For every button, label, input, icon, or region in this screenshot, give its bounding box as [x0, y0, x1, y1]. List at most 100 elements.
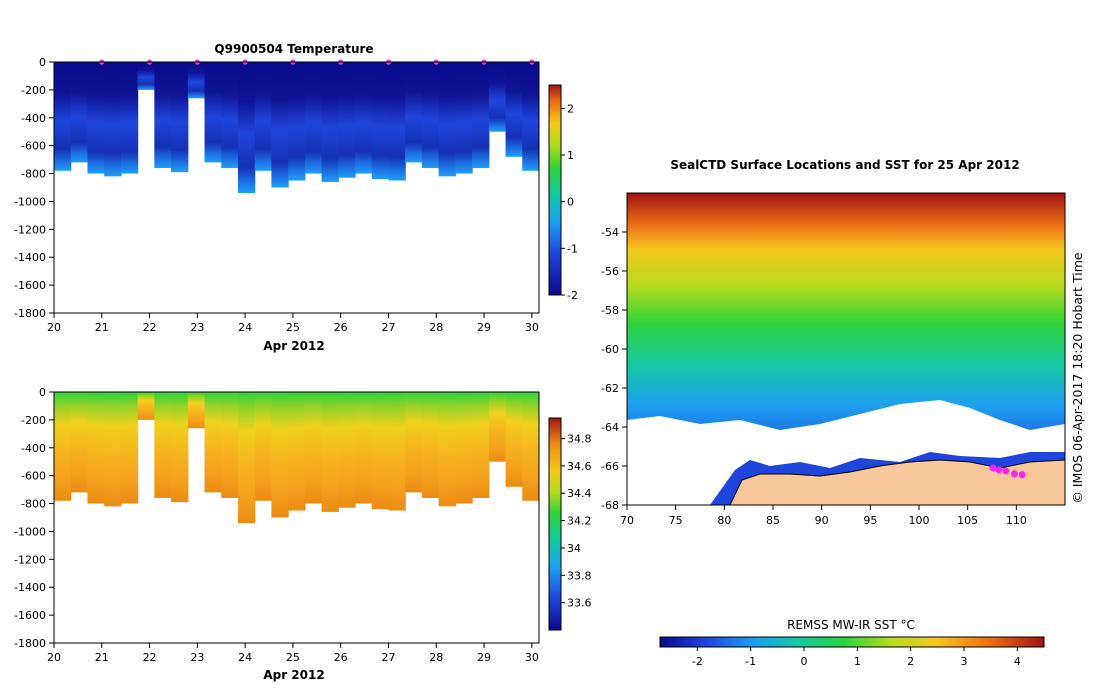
y-tick-label: -1200	[14, 553, 46, 566]
profile-column	[104, 392, 122, 507]
y-tick-label: -1800	[14, 637, 46, 650]
profile-column	[522, 392, 539, 501]
y-axis: 0 -200 -400 -600 -800 -1000 -1200 -1400 -1600 -18…	[14, 386, 54, 650]
longitude-axis: 70 75 80 85 90 95 100 105 110	[620, 505, 1027, 527]
colorbar-tick-label: 34	[567, 542, 581, 555]
x-tick-label: 28	[429, 651, 443, 664]
sst-map-chart: SealCTD Surface Locations and SST for 25…	[601, 158, 1085, 668]
profile-column	[87, 392, 105, 504]
profile-column	[472, 62, 490, 168]
lat-tick-label: -56	[601, 265, 619, 278]
profile-column	[288, 392, 306, 511]
lon-tick-label: 105	[957, 514, 978, 527]
profile-column	[338, 392, 356, 508]
seal-location	[995, 466, 1003, 474]
sst-field	[627, 193, 1065, 505]
lat-tick-label: -60	[601, 343, 619, 356]
colorbar-tick-label: 0	[567, 196, 574, 209]
x-tick-label: 25	[286, 321, 300, 334]
lat-tick-label: -64	[601, 421, 619, 434]
lon-tick-label: 80	[717, 514, 731, 527]
profile-column	[522, 62, 539, 171]
y-tick-label: 0	[39, 56, 46, 69]
x-tick-label: 20	[47, 321, 61, 334]
y-tick-label: -400	[21, 112, 46, 125]
y-axis: 0 -200 -400 -600 -800 -1000 -1200 -1400 -1600 -18…	[14, 56, 54, 320]
profile-column	[221, 62, 239, 168]
y-tick-label: -1600	[14, 279, 46, 292]
profile-column	[488, 392, 507, 462]
x-tick-label: 21	[95, 321, 109, 334]
x-tick-label: 27	[381, 651, 395, 664]
profile-column	[237, 62, 256, 194]
y-tick-label: -1400	[14, 251, 46, 264]
temperature-section-chart: Q9900504 Temperature 0 -200 -400 -600 -800 -1…	[14, 42, 578, 353]
profile-column	[204, 392, 222, 493]
y-tick-label: -1000	[14, 195, 46, 208]
y-tick-label: -600	[21, 140, 46, 153]
x-tick-label: 21	[95, 651, 109, 664]
profile-column	[254, 392, 273, 501]
profile-column	[221, 392, 239, 498]
profile-column	[171, 392, 189, 503]
lat-tick-label: -62	[601, 382, 619, 395]
y-tick-label: -1800	[14, 307, 46, 320]
antarctic-land	[729, 459, 1065, 505]
y-tick-label: -1400	[14, 581, 46, 594]
profile-column	[137, 62, 155, 90]
x-tick-label: 23	[190, 651, 204, 664]
temperature-colorbar: -2 -1 0 1 2	[548, 84, 578, 302]
profile-column	[120, 62, 139, 174]
profile-column	[154, 392, 172, 498]
profile-column	[70, 62, 89, 163]
lon-tick-label: 110	[1006, 514, 1027, 527]
plot-frame	[53, 61, 540, 314]
profile-column	[421, 392, 440, 498]
profile-column	[120, 392, 139, 504]
sst-colorbar: REMSS MW-IR SST °C -2 -1 0 1 2 3 4	[659, 618, 1045, 668]
profile-column	[187, 62, 206, 99]
lon-tick-label: 75	[669, 514, 683, 527]
copyright-label: © IMOS 06-Apr-2017 18:20 Hobart Time	[1070, 252, 1085, 504]
x-tick-label: 27	[381, 321, 395, 334]
x-tick-label: 22	[143, 651, 157, 664]
profile-column	[355, 392, 373, 504]
profile-column	[54, 62, 72, 171]
x-tick-label: 25	[286, 651, 300, 664]
x-tick-label: 26	[334, 651, 348, 664]
profile-column	[104, 62, 122, 177]
x-tick-label: 20	[47, 651, 61, 664]
chart-title: SealCTD Surface Locations and SST for 25…	[670, 158, 1019, 172]
profile-column	[204, 62, 222, 163]
colorbar-tick-label: -2	[692, 655, 703, 668]
colorbar-tick-label: 3	[961, 655, 968, 668]
lat-tick-label: -54	[601, 226, 619, 239]
profile-column	[237, 392, 256, 524]
profile-column	[388, 62, 406, 181]
profile-column	[271, 392, 289, 518]
profile-column	[338, 62, 356, 178]
y-tick-label: -200	[21, 414, 46, 427]
colorbar-tick-label: 2	[907, 655, 914, 668]
y-tick-label: 0	[39, 386, 46, 399]
profile-column	[70, 392, 89, 493]
profile-column	[304, 62, 323, 174]
lon-tick-label: 100	[909, 514, 930, 527]
profile-column	[371, 62, 390, 180]
profile-column	[355, 62, 373, 174]
lat-tick-label: -58	[601, 304, 619, 317]
x-tick-label: 30	[525, 321, 539, 334]
lon-tick-label: 70	[620, 514, 634, 527]
colorbar-tick-label: -2	[567, 289, 578, 302]
y-tick-label: -800	[21, 168, 46, 181]
y-tick-label: -1600	[14, 609, 46, 622]
colorbar-tick-label: 1	[567, 149, 574, 162]
profile-column	[455, 62, 473, 174]
seal-location	[989, 464, 997, 472]
latitude-axis: -54 -56 -58 -60 -62 -64 -66 -68	[601, 226, 627, 512]
chart-title: Q9900504 Temperature	[214, 42, 373, 56]
profile-column	[54, 392, 72, 501]
salinity-field	[54, 392, 539, 524]
profile-column	[421, 62, 440, 168]
salinity-colorbar: 33.6 33.8 34 34.2 34.4 34.6 34.8	[548, 417, 592, 631]
